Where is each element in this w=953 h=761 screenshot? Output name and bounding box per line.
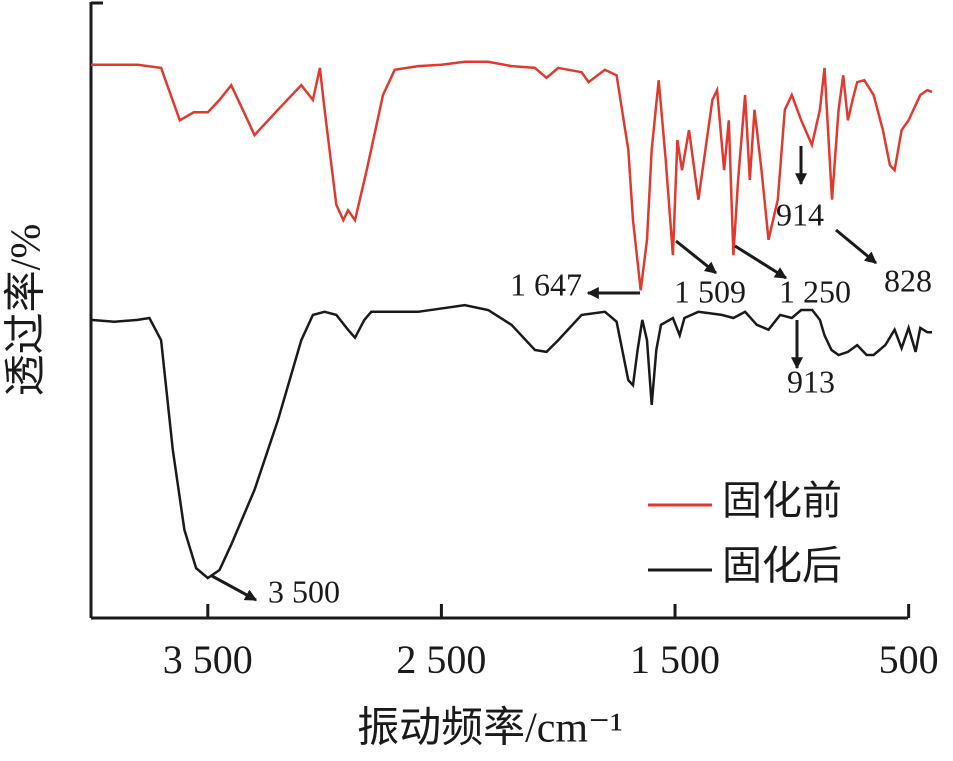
- legend-label: 固化前: [722, 478, 842, 523]
- annotation-label: 1 647: [510, 266, 582, 302]
- spectrum-line: [90, 303, 932, 580]
- annotation-arrow: [675, 239, 717, 275]
- x-tick-label: 500: [879, 637, 939, 682]
- legend-label: 固化后: [722, 543, 842, 588]
- y-axis-label: 透过率/%: [3, 224, 50, 397]
- annotation-label: 913: [787, 363, 835, 399]
- annotation-label: 828: [884, 262, 932, 298]
- x-tick-label: 1 500: [630, 637, 720, 682]
- annotation-label: 914: [776, 196, 824, 232]
- annotation-label: 3 500: [268, 573, 340, 609]
- spectrum-line: [91, 60, 933, 291]
- x-tick-label: 2 500: [396, 637, 486, 682]
- x-axis-label: 振动频率/cm⁻¹: [357, 705, 623, 752]
- annotation-arrow: [835, 228, 877, 265]
- annotation-arrow: [211, 574, 258, 602]
- annotation-label: 1 250: [779, 273, 851, 309]
- x-tick-label: 3 500: [163, 637, 253, 682]
- annotation-arrow: [734, 244, 788, 280]
- annotation-label: 1 509: [674, 273, 746, 309]
